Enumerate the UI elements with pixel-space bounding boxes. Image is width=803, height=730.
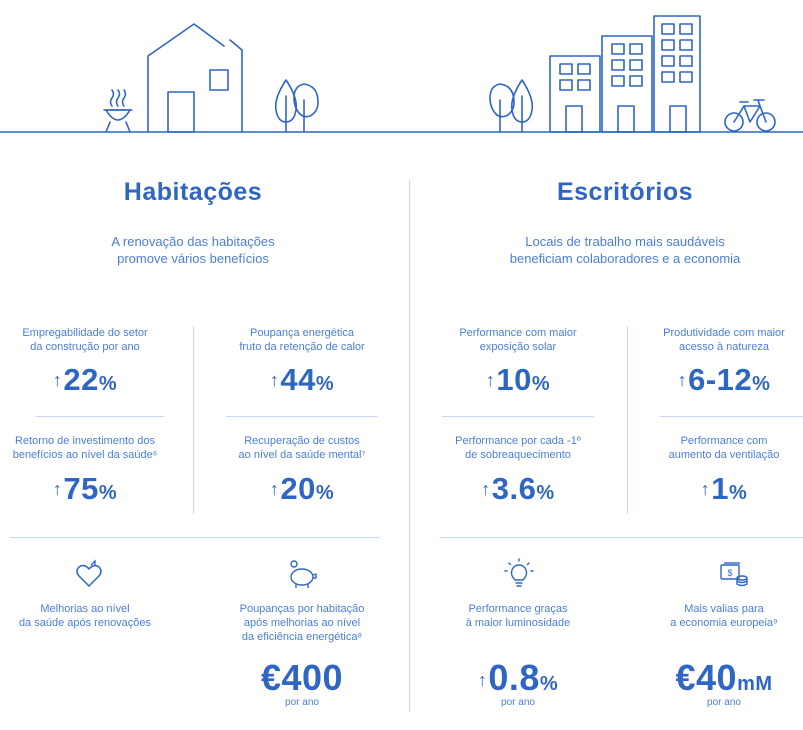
bicycle-icon <box>724 99 776 132</box>
stat-value: ↑1% <box>700 471 748 506</box>
stat-value: ↑20% <box>269 471 335 506</box>
lightbulb-icon <box>504 558 534 587</box>
illustration <box>0 15 803 133</box>
section-title-escritorios: Escritórios <box>556 178 694 206</box>
right-bottom-hline <box>440 537 803 538</box>
stat-label: Empregabilidade do setor da construção p… <box>22 327 148 353</box>
money-stack-icon: $ <box>720 562 748 587</box>
value-note: por ano <box>501 697 535 708</box>
stat-label: Performance com aumento da ventilação <box>668 435 780 461</box>
right-stat-hline <box>660 416 803 417</box>
right-stat-hline <box>442 416 594 417</box>
bottom-value: €40mM <box>675 657 773 698</box>
stat-value: ↑3.6% <box>481 471 555 506</box>
section-title-habitacoes: Habitações <box>123 178 263 206</box>
bottom-value: ↑0.8% <box>477 657 559 698</box>
arrow-up-icon: ↑ <box>481 479 491 499</box>
arrow-up-icon: ↑ <box>52 370 63 390</box>
arrow-up-icon: ↑ <box>269 479 280 499</box>
stat-label: Retorno de investimento dos benefícios a… <box>12 435 158 461</box>
left-stat-hline <box>226 416 378 417</box>
bottom-label: Poupanças por habitação após melhorias a… <box>239 603 365 643</box>
piggy-bank-icon <box>290 560 317 588</box>
stat-value: ↑10% <box>485 362 551 397</box>
stat-value: ↑44% <box>269 362 335 397</box>
center-divider <box>409 180 410 712</box>
value-note: por ano <box>285 697 319 708</box>
section-subtitle: A renovação das habitações promove vário… <box>111 234 275 266</box>
right-stats-divider <box>627 326 628 514</box>
office-buildings-icon <box>549 15 701 133</box>
house-icon <box>147 23 243 133</box>
arrow-up-icon: ↑ <box>477 670 488 690</box>
arrow-up-icon: ↑ <box>269 370 280 390</box>
stat-value: ↑75% <box>52 471 118 506</box>
stat-label: Performance com maior exposição solar <box>459 327 577 353</box>
stat-value: ↑6-12% <box>677 362 771 397</box>
bottom-label: Performance graças à maior luminosidade <box>465 603 571 629</box>
bottom-value: €400 <box>260 657 344 698</box>
stat-label: Recuperação de custos ao nível da saúde … <box>238 435 366 461</box>
tree-icon <box>274 79 319 133</box>
arrow-up-icon: ↑ <box>677 370 688 390</box>
grill-icon <box>103 89 133 133</box>
left-stats-divider <box>193 326 194 514</box>
bottom-label: Melhorias ao nível da saúde após renovaç… <box>18 603 152 629</box>
arrow-up-icon: ↑ <box>700 479 711 499</box>
stat-label: Produtividade com maior acesso à naturez… <box>663 327 785 353</box>
left-stat-hline <box>36 416 164 417</box>
bottom-label: Mais valias para a economia europeia⁹ <box>670 603 778 629</box>
svg-text:$: $ <box>727 568 732 578</box>
arrow-up-icon: ↑ <box>485 370 496 390</box>
tree-icon <box>489 79 534 133</box>
stat-label: Performance por cada -1º de sobreaquecim… <box>455 435 581 461</box>
left-bottom-hline <box>10 537 380 538</box>
heart-icon <box>76 559 102 587</box>
stat-value: ↑22% <box>52 362 118 397</box>
value-note: por ano <box>707 697 741 708</box>
stat-label: Poupança energética fruto da retenção de… <box>239 327 365 353</box>
section-subtitle: Locais de trabalho mais saudáveis benefi… <box>509 234 741 266</box>
arrow-up-icon: ↑ <box>52 479 63 499</box>
